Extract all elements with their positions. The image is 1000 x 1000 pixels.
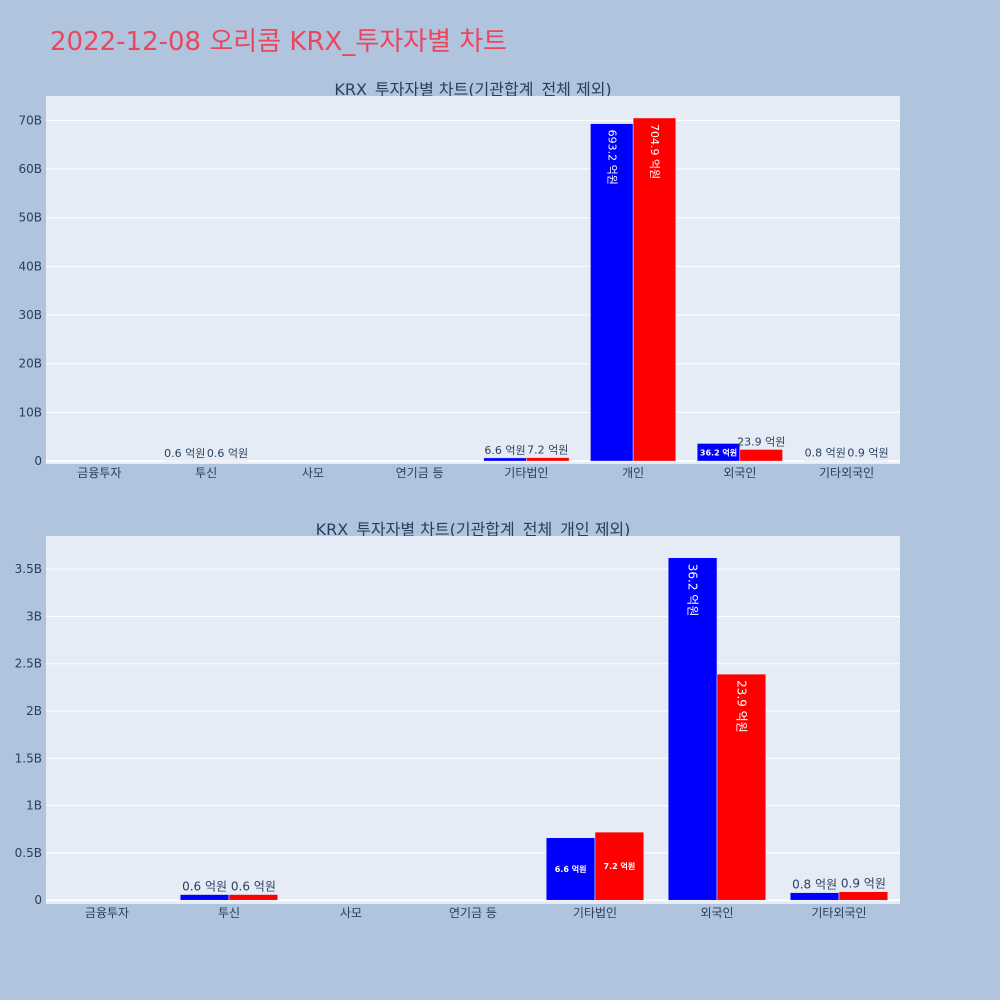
x-tick-label: 기타외국인 [819, 466, 874, 480]
bar [483, 457, 527, 462]
bar [590, 123, 634, 462]
y-tick-label: 0.5B [15, 846, 42, 860]
bar [526, 457, 570, 462]
bar [667, 557, 718, 901]
x-tick-label: 투신 [218, 906, 240, 920]
data-label: 23.9 억원 [737, 435, 785, 448]
data-label: 6.6 억원 [484, 444, 525, 457]
bar [228, 894, 279, 901]
bar [594, 831, 645, 901]
x-tick-label: 금융투자 [85, 906, 129, 920]
x-tick-label: 연기금 등 [396, 466, 444, 480]
data-label: 0.9 억원 [841, 877, 886, 891]
chart-1-plot-area [46, 96, 900, 464]
bar [179, 894, 230, 901]
x-tick-label: 외국인 [723, 466, 756, 480]
y-tick-label: 70B [18, 113, 42, 127]
y-tick-label: 1B [26, 799, 42, 813]
y-tick-label: 2B [26, 704, 42, 718]
x-tick-label: 투신 [195, 466, 217, 480]
y-tick-label: 0 [34, 893, 42, 907]
y-tick-label: 60B [18, 162, 42, 176]
data-label: 6.6 억원 [555, 864, 587, 874]
data-label: 704.9 억원 [648, 124, 661, 179]
y-tick-label: 0 [34, 454, 42, 468]
bar [716, 673, 767, 901]
bar [545, 837, 596, 901]
data-label: 0.6 억원 [164, 447, 205, 460]
data-label: 23.9 억원 [734, 680, 748, 733]
data-label: 36.2 억원 [700, 447, 737, 457]
data-label: 7.2 억원 [604, 861, 636, 871]
y-tick-label: 10B [18, 405, 42, 419]
data-label: 36.2 억원 [686, 564, 700, 617]
data-label: 7.2 억원 [527, 444, 568, 457]
y-tick-label: 50B [18, 211, 42, 225]
x-tick-label: 사모 [340, 906, 362, 920]
data-label: 0.8 억원 [805, 447, 846, 460]
y-tick-label: 2.5B [15, 657, 42, 671]
y-tick-label: 40B [18, 259, 42, 273]
chart-2-title: KRX_투자자별 차트(기관합계_전체_개인 제외) [316, 520, 631, 540]
x-tick-label: 기타법인 [504, 466, 548, 480]
data-label: 693.2 억원 [605, 130, 618, 185]
x-tick-label: 기타외국인 [811, 906, 866, 920]
x-tick-label: 연기금 등 [449, 906, 497, 920]
chart-1: 0 10B 20B 30B 40B 50B 60B 70B 금융투자 투신 사모 연기금 등 기타법인 개… [18, 113, 900, 480]
y-tick-label: 30B [18, 308, 42, 322]
chart-2: 0 0.5B 1B 1.5B 2B 2.5B 3B 3.5B 금융투자 투신 사모 연기금 등 기타법인… [15, 557, 900, 920]
x-tick-label: 금융투자 [77, 466, 121, 480]
page-title: 2022-12-08 오리콤 KRX_투자자별 차트 [50, 27, 507, 57]
x-tick-label: 사모 [302, 466, 324, 480]
x-tick-label: 개인 [622, 466, 644, 480]
x-tick-label: 외국인 [700, 906, 733, 920]
chart-1-title: KRX_투자자별 차트(기관합계_전체 제외) [334, 80, 611, 100]
bar [739, 449, 783, 462]
data-label: 0.6 억원 [182, 880, 227, 894]
bar [789, 892, 840, 901]
chart-2-plot-area [46, 536, 900, 904]
data-label: 0.9 억원 [847, 447, 888, 460]
bar [838, 891, 889, 901]
x-tick-label: 기타법인 [573, 906, 617, 920]
data-label: 0.6 억원 [231, 880, 276, 894]
y-tick-label: 3B [26, 609, 42, 623]
bar [632, 117, 677, 462]
data-label: 0.6 억원 [207, 447, 248, 460]
data-label: 0.8 억원 [792, 878, 837, 892]
y-tick-label: 3.5B [15, 562, 42, 576]
y-tick-label: 1.5B [15, 751, 42, 765]
y-tick-label: 20B [18, 357, 42, 371]
